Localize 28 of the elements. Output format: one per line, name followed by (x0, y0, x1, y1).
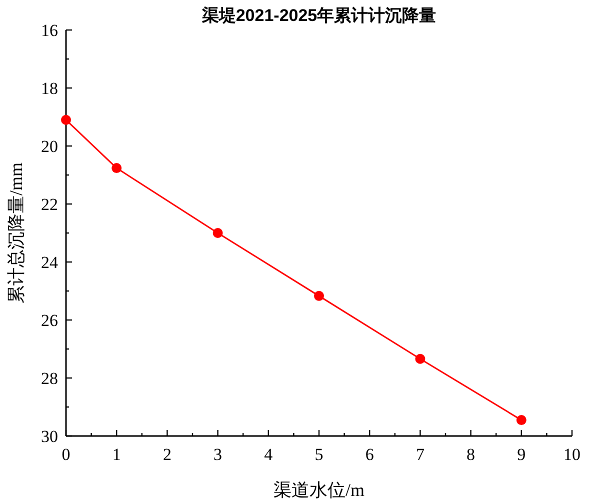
x-tick-label: 5 (314, 445, 324, 464)
x-tick-label: 7 (416, 445, 425, 464)
x-tick-label: 0 (62, 445, 70, 464)
y-tick-label: 30 (41, 427, 58, 446)
x-tick-label: 4 (264, 445, 274, 464)
y-tick-label: 28 (41, 369, 58, 388)
y-tick-label: 20 (41, 137, 58, 156)
point (61, 114, 71, 125)
y-tick-label: 16 (41, 21, 58, 40)
x-tick-label: 6 (365, 445, 374, 464)
x-axis-title: 渠道水位/m (273, 480, 365, 500)
x-tick-label: 10 (564, 445, 580, 464)
y-tick-label: 26 (41, 311, 58, 330)
chart-title: 渠堤2021-2025年累计计沉降量 (200, 6, 436, 25)
y-axis-title: 累计总沉降量/mm (6, 162, 26, 304)
point (212, 228, 223, 238)
y-tick-label: 18 (41, 79, 58, 98)
point (314, 290, 324, 301)
point (516, 415, 526, 426)
x-tick-label: 9 (517, 445, 526, 464)
point (415, 354, 426, 364)
point (112, 163, 122, 174)
y-tick-label: 24 (41, 253, 58, 272)
x-tick-label: 2 (162, 445, 172, 464)
y-tick-label: 22 (41, 195, 58, 214)
x-tick-label: 8 (466, 445, 476, 464)
x-tick-label: 1 (112, 445, 121, 464)
x-tick-label: 3 (214, 445, 222, 464)
